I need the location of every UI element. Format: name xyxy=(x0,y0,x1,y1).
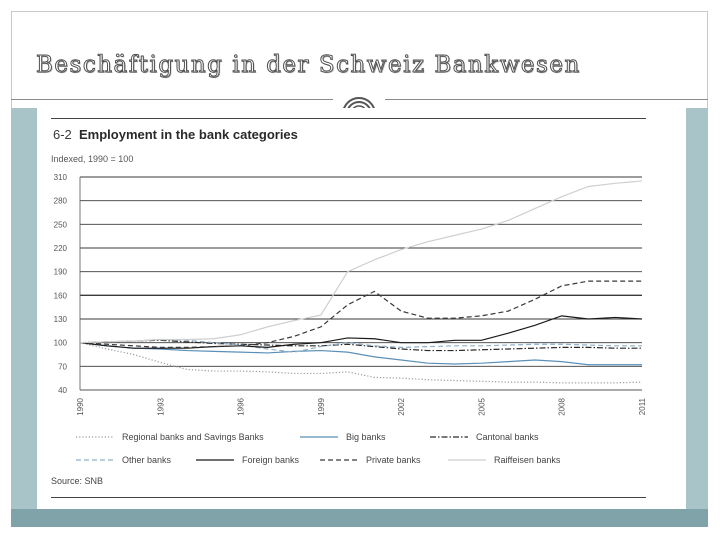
y-tick-40: 40 xyxy=(58,386,67,395)
series-line-2 xyxy=(79,339,642,352)
figure-bottom-rule xyxy=(51,497,646,498)
legend-label-2: Cantonal banks xyxy=(476,432,539,442)
series-line-5 xyxy=(79,280,642,348)
y-tick-100: 100 xyxy=(54,339,68,348)
y-tick-220: 220 xyxy=(54,244,68,253)
left-accent-bar xyxy=(11,108,37,510)
x-tick-2008: 2008 xyxy=(558,397,567,415)
x-tick-labels: 1990 1993 1996 1999 2002 2005 2008 2011 xyxy=(76,397,647,415)
legend-label-0: Regional banks and Savings Banks xyxy=(122,432,264,442)
series-line-3 xyxy=(79,338,642,353)
legend-label-1: Big banks xyxy=(346,432,386,442)
y-tick-190: 190 xyxy=(54,268,68,277)
chart-panel xyxy=(37,108,686,509)
y-tick-310: 310 xyxy=(54,173,68,182)
x-tick-2011: 2011 xyxy=(638,397,647,415)
y-tick-250: 250 xyxy=(54,220,68,229)
series-line-0 xyxy=(79,342,643,384)
x-tick-1990: 1990 xyxy=(76,397,85,415)
figure-title: Employment in the bank categories xyxy=(79,127,298,142)
title-divider-right xyxy=(385,99,708,100)
bottom-accent-bar xyxy=(11,509,708,527)
legend: Regional banks and Savings Banks Big bank… xyxy=(76,432,561,465)
y-tick-labels: 40 70 100 130 160 190 220 250 280 310 xyxy=(54,173,68,395)
series-line-6 xyxy=(79,180,643,344)
series-line-1 xyxy=(79,342,642,366)
figure-top-rule xyxy=(51,118,646,119)
x-tick-2002: 2002 xyxy=(397,397,406,415)
series-lines xyxy=(79,180,643,384)
legend-label-5: Private banks xyxy=(366,455,421,465)
title-divider-left xyxy=(11,99,333,100)
y-tick-160: 160 xyxy=(54,291,68,300)
x-tick-2005: 2005 xyxy=(477,397,486,415)
x-tick-1999: 1999 xyxy=(317,397,326,415)
grid-lines xyxy=(79,176,642,391)
figure-number: 6-2 xyxy=(53,127,72,142)
right-accent-bar xyxy=(686,108,708,510)
figure-subtitle: Indexed, 1990 = 100 xyxy=(51,154,134,164)
series-line-4 xyxy=(79,315,643,349)
y-tick-130: 130 xyxy=(54,315,68,324)
slide-title: Beschäftigung in der Schweiz Bankwesen xyxy=(36,52,581,79)
x-tick-1993: 1993 xyxy=(156,397,165,415)
figure-source: Source: SNB xyxy=(51,476,104,486)
y-tick-280: 280 xyxy=(54,197,68,206)
x-tick-1996: 1996 xyxy=(237,397,246,415)
legend-label-4: Foreign banks xyxy=(242,455,300,465)
legend-label-6: Raiffeisen banks xyxy=(494,455,561,465)
legend-label-3: Other banks xyxy=(122,455,172,465)
y-tick-70: 70 xyxy=(58,362,67,371)
